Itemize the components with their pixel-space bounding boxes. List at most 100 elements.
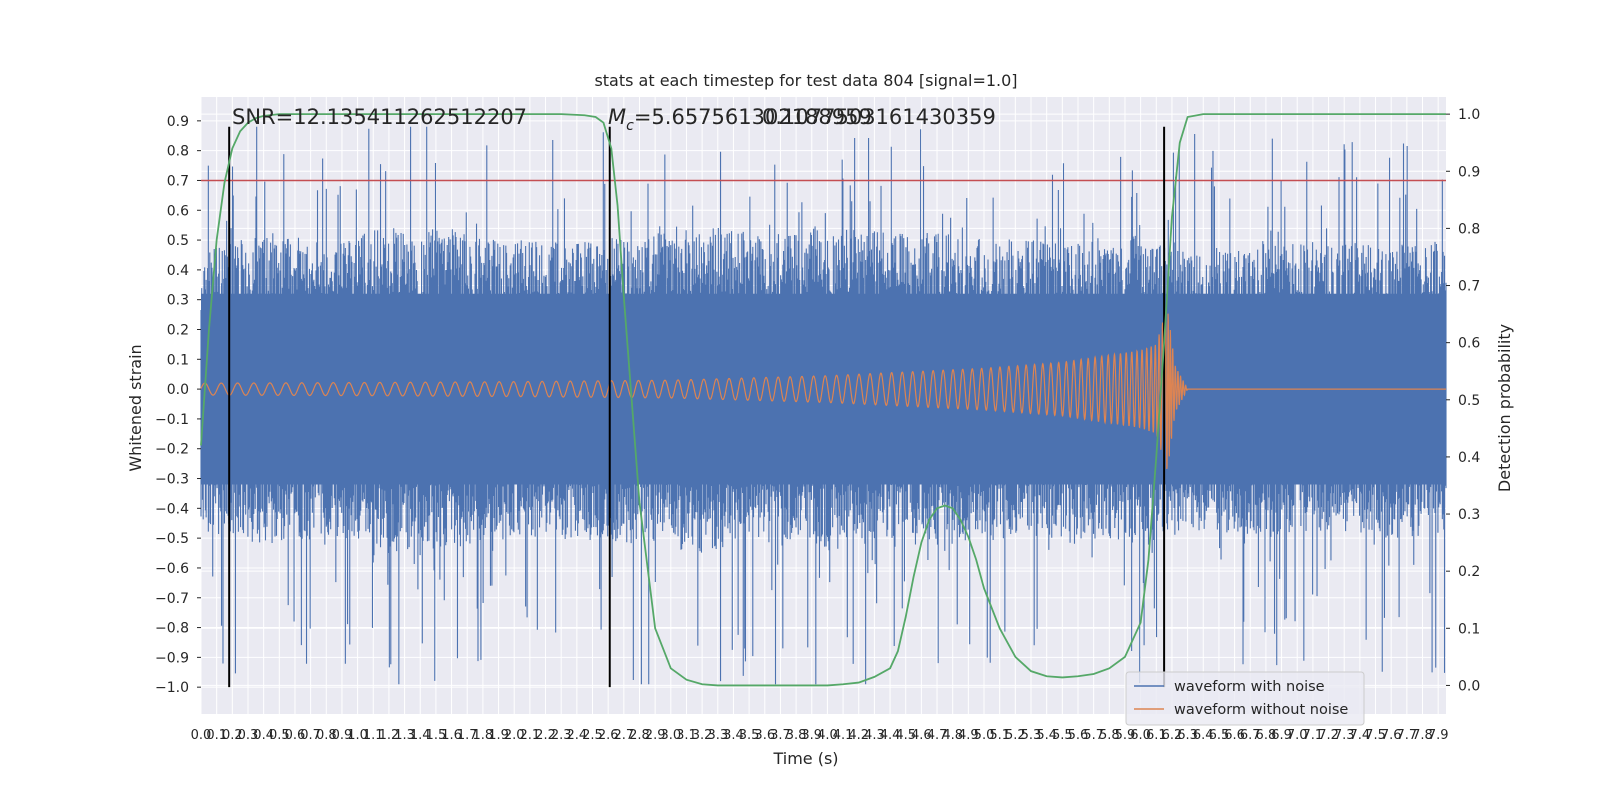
left-tick-label: 0.8 [167, 144, 189, 160]
left-tick-label: 0.9 [167, 114, 189, 130]
left-tick-label: 0.6 [167, 203, 189, 219]
x-tick-label: 0.4 [253, 728, 274, 743]
x-tick-label: 1.2 [379, 728, 400, 743]
x-tick-label: 6.6 [1224, 728, 1245, 743]
x-tick-label: 1.6 [441, 728, 462, 743]
x-tick-label: 2.8 [629, 728, 650, 743]
x-tick-label: 1.1 [363, 728, 384, 743]
x-tick-label: 2.0 [504, 728, 525, 743]
x-tick-label: 1.8 [473, 728, 494, 743]
x-tick-label: 0.2 [222, 728, 243, 743]
right-tick-label: 0.3 [1458, 507, 1480, 523]
x-tick-label: 1.4 [410, 728, 431, 743]
x-tick-label: 0.1 [206, 728, 227, 743]
x-tick-label: 0.0 [191, 728, 212, 743]
x-tick-label: 2.2 [535, 728, 556, 743]
x-tick-label: 6.1 [1146, 728, 1167, 743]
x-tick-label: 7.3 [1334, 728, 1355, 743]
annotation-chirp-mass-symbol: M [608, 105, 626, 129]
x-tick-label: 3.2 [692, 728, 713, 743]
chart-title: stats at each timestep for test data 804… [594, 71, 1017, 90]
x-tick-label: 1.0 [347, 728, 368, 743]
x-tick-label: 7.6 [1381, 728, 1402, 743]
left-tick-label: −0.2 [155, 442, 189, 458]
x-tick-label: 4.3 [864, 728, 885, 743]
annotation-chirp-mass-subscript: c [626, 118, 634, 134]
x-tick-label: 1.5 [426, 728, 447, 743]
right-tick-label: 0.9 [1458, 164, 1480, 180]
x-tick-label: 4.4 [880, 728, 901, 743]
left-axis-ticks: −1.0 −0.9 −0.8 −0.7 −0.6 −0.5 −0.4 −0.3 −0.2 −0.1… [155, 114, 201, 696]
x-tick-label: 7.8 [1412, 728, 1433, 743]
x-tick-label: 7.1 [1303, 728, 1324, 743]
left-tick-label: 0.0 [167, 382, 189, 398]
x-tick-label: 5.4 [1036, 728, 1057, 743]
legend: waveform with noise waveform without noi… [1125, 671, 1365, 726]
x-tick-label: 7.7 [1397, 728, 1418, 743]
x-tick-label: 7.9 [1428, 728, 1449, 743]
x-tick-label: 0.6 [285, 728, 306, 743]
x-tick-label: 3.7 [770, 728, 791, 743]
clean-trace [200, 311, 1446, 470]
x-tick-label: 5.1 [989, 728, 1010, 743]
x-tick-label: 3.1 [676, 728, 697, 743]
left-tick-label: 0.2 [167, 322, 189, 338]
x-axis-label: Time (s) [772, 749, 838, 768]
x-tick-label: 4.2 [848, 728, 869, 743]
x-tick-label: 5.6 [1068, 728, 1089, 743]
left-tick-label: 0.5 [167, 233, 189, 249]
series-waveform-without-noise [200, 311, 1446, 470]
x-tick-label: 5.7 [1083, 728, 1104, 743]
right-tick-label: 0.1 [1458, 621, 1480, 637]
right-tick-label: 0.0 [1458, 678, 1480, 694]
x-tick-label: 2.3 [551, 728, 572, 743]
right-tick-label: 1.0 [1458, 107, 1480, 123]
right-axis-ticks: 0.0 0.1 0.2 0.3 0.4 0.5 0.6 0.7 0.8 0.9 1.0 [1446, 107, 1480, 694]
x-tick-label: 2.9 [645, 728, 666, 743]
x-tick-label: 4.5 [895, 728, 916, 743]
x-tick-label: 5.3 [1021, 728, 1042, 743]
left-tick-label: −0.9 [155, 650, 189, 666]
right-tick-label: 0.8 [1458, 221, 1480, 237]
x-tick-label: 2.4 [567, 728, 588, 743]
x-tick-label: 4.6 [911, 728, 932, 743]
left-tick-label: −0.3 [155, 472, 189, 488]
x-tick-label: 4.0 [817, 728, 838, 743]
annotation-snr: SNR=12.135411262512207 [232, 105, 527, 129]
x-tick-label: 3.5 [739, 728, 760, 743]
x-tick-label: 4.8 [942, 728, 963, 743]
x-tick-label: 6.9 [1271, 728, 1292, 743]
left-tick-label: 0.4 [167, 263, 189, 279]
x-tick-label: 3.9 [801, 728, 822, 743]
legend-label-clean: waveform without noise [1174, 702, 1348, 718]
x-tick-label: 7.2 [1318, 728, 1339, 743]
annotation-chirp-mass-value: =5.657561302188959 [634, 105, 872, 129]
right-tick-label: 0.6 [1458, 336, 1480, 352]
x-tick-label: 1.7 [457, 728, 478, 743]
x-tick-label: 4.1 [833, 728, 854, 743]
legend-box [1125, 671, 1365, 726]
x-tick-label: 5.0 [974, 728, 995, 743]
left-tick-label: −0.4 [155, 501, 189, 517]
x-tick-label: 4.9 [958, 728, 979, 743]
y-axis-label: Whitened strain [126, 344, 145, 471]
x-tick-label: 6.0 [1130, 728, 1151, 743]
x-tick-label: 6.2 [1162, 728, 1183, 743]
x-tick-label: 3.3 [707, 728, 728, 743]
x-tick-label: 2.1 [520, 728, 541, 743]
vertical-markers [228, 126, 1166, 688]
left-tick-label: −0.1 [155, 412, 189, 428]
right-tick-label: 0.5 [1458, 393, 1480, 409]
left-tick-label: 0.3 [167, 293, 189, 309]
x-tick-label: 6.4 [1193, 728, 1214, 743]
x-tick-label: 5.9 [1115, 728, 1136, 743]
left-tick-label: −0.6 [155, 561, 189, 577]
x-tick-label: 6.7 [1240, 728, 1261, 743]
x-tick-label: 5.8 [1099, 728, 1120, 743]
left-tick-label: −0.5 [155, 531, 189, 547]
left-tick-label: −1.0 [155, 680, 189, 696]
x-tick-label: 1.3 [394, 728, 415, 743]
x-tick-label: 2.6 [598, 728, 619, 743]
x-tick-label: 2.5 [582, 728, 603, 743]
